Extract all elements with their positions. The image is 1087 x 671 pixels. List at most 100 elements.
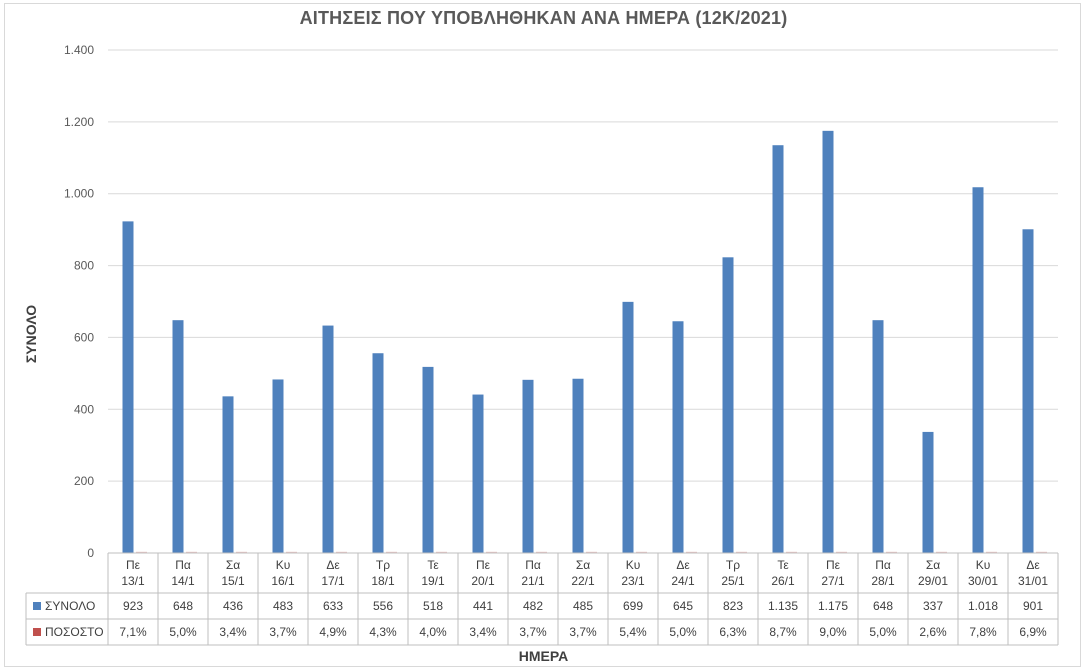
x-tick-day: Δε (676, 558, 690, 572)
bar-pososto (686, 551, 697, 553)
x-tick-date: 31/01 (1018, 574, 1048, 588)
data-label: 441 (473, 599, 493, 613)
data-label: 4,3% (369, 625, 397, 639)
bar-pososto (636, 551, 647, 553)
data-label: 645 (673, 599, 693, 613)
bar-pososto (986, 551, 997, 553)
bar-synolo (1022, 229, 1034, 553)
bar-synolo (972, 187, 984, 554)
x-tick-date: 16/1 (271, 574, 295, 588)
chart-title: ΑΙΤΗΣΕΙΣ ΠΟΥ ΥΠΟΒΛΗΘΗΚΑΝ ΑΝΑ ΗΜΕΡΑ (12Κ/… (299, 8, 788, 28)
data-label: 3,7% (519, 625, 547, 639)
y-tick-label: 400 (74, 402, 94, 416)
data-label: 4,0% (419, 625, 447, 639)
data-label: 485 (573, 599, 593, 613)
data-label: 923 (123, 599, 143, 613)
x-tick-day: Κυ (976, 558, 991, 572)
x-tick-date: 24/1 (671, 574, 695, 588)
bar-pososto (586, 551, 597, 553)
data-table: Πε 13/1 Πα 14/1 Σα 15/1 Κυ 16/1 Δε 17/1 Τρ 18/1 Τε 19… (25, 552, 1059, 646)
bar-pososto (286, 551, 297, 553)
bar-synolo (672, 321, 684, 553)
x-tick-date: 22/1 (571, 574, 595, 588)
x-tick-day: Σα (576, 558, 590, 572)
bar-pososto (886, 551, 897, 553)
y-tick-label: 800 (74, 259, 94, 273)
data-label: 483 (273, 599, 293, 613)
data-label: 3,7% (269, 625, 297, 639)
bar-pososto (336, 551, 347, 553)
bar-synolo (722, 257, 734, 553)
y-tick-label: 200 (74, 474, 94, 488)
bar-pososto (1036, 551, 1047, 553)
x-tick-day: Πα (175, 558, 191, 572)
data-label: 9,0% (819, 625, 847, 639)
bar-pososto (386, 551, 397, 553)
x-tick-day: Σα (926, 558, 940, 572)
x-tick-day: Πε (476, 558, 491, 572)
x-tick-day: Δε (1026, 558, 1040, 572)
data-label: 6,3% (719, 625, 747, 639)
bars (122, 130, 1047, 554)
x-tick-date: 25/1 (721, 574, 745, 588)
data-label: 1.135 (768, 599, 798, 613)
x-tick-date: 20/1 (471, 574, 495, 588)
y-tick-label: 1.000 (64, 187, 94, 201)
data-label: 5,4% (619, 625, 647, 639)
legend-label: ΣΥΝΟΛΟ (45, 599, 95, 613)
data-label: 5,0% (869, 625, 897, 639)
bar-pososto (486, 551, 497, 553)
bar-pososto (786, 551, 797, 553)
bar-synolo (172, 320, 184, 553)
x-tick-day: Κυ (626, 558, 641, 572)
x-tick-day: Τρ (726, 558, 740, 572)
data-label: 3,4% (219, 625, 247, 639)
x-tick-day: Τρ (376, 558, 390, 572)
data-label: 7,8% (969, 625, 997, 639)
data-label: 556 (373, 599, 393, 613)
legend-label: ΠΟΣΟΣΤΟ (45, 625, 104, 639)
y-tick-label: 1.400 (64, 43, 94, 57)
x-tick-date: 15/1 (221, 574, 245, 588)
data-label: 823 (723, 599, 743, 613)
data-label: 648 (873, 599, 893, 613)
bar-synolo (622, 301, 634, 553)
x-tick-date: 14/1 (171, 574, 195, 588)
x-tick-date: 27/1 (821, 574, 845, 588)
bar-synolo (272, 379, 284, 553)
data-label: 5,0% (669, 625, 697, 639)
x-tick-day: Πα (875, 558, 891, 572)
x-tick-day: Πα (525, 558, 541, 572)
bar-synolo (222, 396, 234, 553)
x-tick-date: 30/01 (968, 574, 998, 588)
bar-synolo (872, 320, 884, 553)
x-tick-day: Πε (826, 558, 841, 572)
x-tick-date: 28/1 (871, 574, 895, 588)
x-tick-day: Τε (777, 558, 789, 572)
bar-pososto (136, 551, 147, 553)
data-label: 337 (923, 599, 943, 613)
data-label: 436 (223, 599, 243, 613)
bar-pososto (236, 551, 247, 553)
y-tick-labels: 0 200 400 600 800 1.000 1.200 1.400 (64, 43, 94, 560)
bar-pososto (436, 551, 447, 553)
bar-pososto (936, 551, 947, 553)
data-label: 2,6% (919, 625, 947, 639)
x-tick-date: 13/1 (121, 574, 145, 588)
bar-pososto (186, 551, 197, 553)
y-tick-label: 0 (87, 546, 94, 560)
x-tick-day: Πε (126, 558, 141, 572)
x-tick-date: 21/1 (521, 574, 545, 588)
data-label: 633 (323, 599, 343, 613)
data-label: 4,9% (319, 625, 347, 639)
data-label: 5,0% (169, 625, 197, 639)
bar-pososto (836, 551, 847, 553)
bar-pososto (736, 551, 747, 553)
data-label: 482 (523, 599, 543, 613)
x-tick-day: Δε (326, 558, 340, 572)
x-tick-day: Τε (427, 558, 439, 572)
data-label: 1.018 (968, 599, 998, 613)
bar-synolo (572, 378, 584, 553)
bar-synolo (122, 221, 134, 554)
